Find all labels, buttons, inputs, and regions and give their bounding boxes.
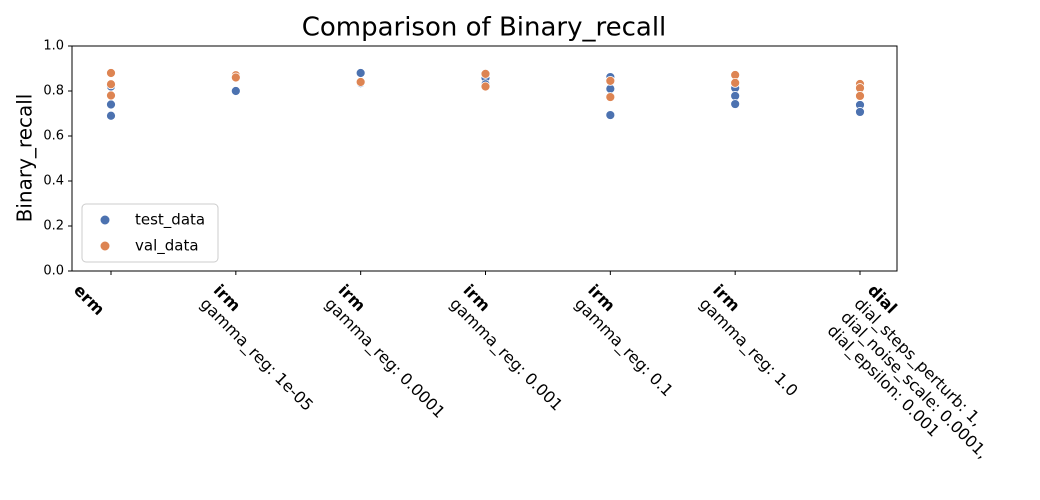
- x-tick-label-line: dial_noise_scale: 0.0001,: [836, 307, 992, 463]
- point: [106, 90, 116, 101]
- y-axis-label: Binary_recall: [13, 94, 37, 223]
- y-tick-label: 0.2: [43, 219, 64, 234]
- legend-label: val_data: [135, 237, 199, 256]
- point: [855, 107, 865, 117]
- y-tick-label: 0.6: [43, 129, 64, 144]
- point: [106, 68, 116, 78]
- x-tick-label: erm: [70, 281, 108, 319]
- x-tick-label-line: gamma_reg: 0.0001: [321, 294, 449, 422]
- point: [106, 79, 116, 90]
- point: [730, 91, 741, 101]
- legend: test_data val_data: [81, 203, 219, 263]
- point: [480, 69, 491, 79]
- legend-label: test_data: [135, 211, 205, 230]
- x-tick-label-line: gamma_reg: 1.0: [695, 294, 802, 401]
- legend-marker: [99, 214, 111, 226]
- point: [605, 75, 616, 86]
- chart-title: Comparison of Binary_recall: [302, 13, 667, 43]
- legend-marker: [99, 240, 111, 252]
- point: [605, 110, 616, 120]
- point: [730, 99, 741, 109]
- plot-frame: [71, 45, 898, 272]
- x-tick-label-line: gamma_reg: 0.001: [445, 294, 566, 415]
- y-tick-label: 1.0: [43, 39, 64, 54]
- point: [355, 77, 366, 87]
- point: [230, 86, 241, 96]
- x-tick-label-line: gamma_reg: 0.1: [570, 294, 677, 401]
- y-tick-label: 0.4: [43, 174, 64, 189]
- point: [730, 78, 741, 88]
- point: [605, 92, 616, 102]
- y-tick-label: 0.0: [43, 264, 64, 279]
- legend-box: [81, 203, 219, 263]
- point: [230, 72, 241, 83]
- point: [480, 81, 491, 92]
- y-tick-label: 0.8: [43, 84, 64, 99]
- x-tick-label-line: gamma_reg: 1e-05: [196, 294, 317, 415]
- x-tick-label-line: erm: [70, 281, 108, 319]
- point: [106, 110, 116, 121]
- point: [106, 99, 116, 110]
- point: [355, 68, 366, 78]
- point: [855, 91, 865, 101]
